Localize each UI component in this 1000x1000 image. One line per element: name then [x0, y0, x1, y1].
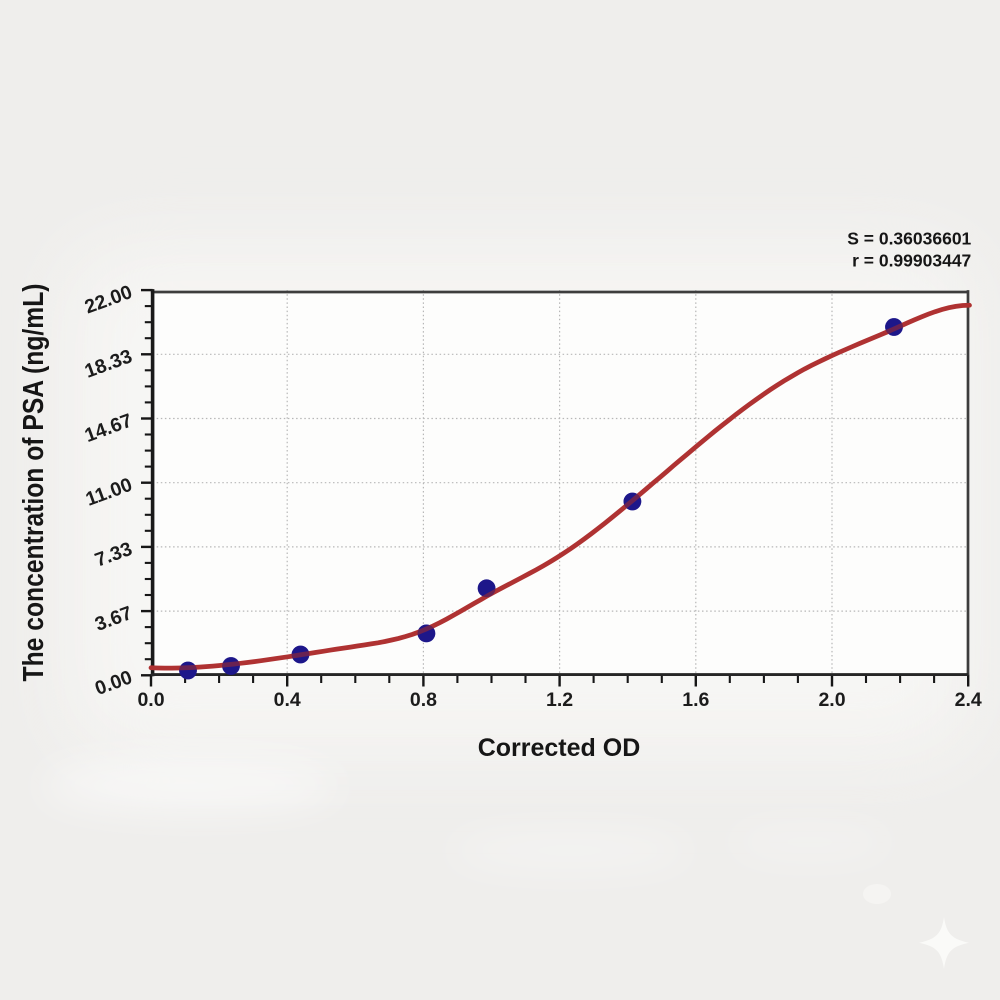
- svg-text:0.8: 0.8: [410, 689, 437, 711]
- svg-text:22.00: 22.00: [82, 281, 136, 318]
- svg-text:14.67: 14.67: [82, 410, 135, 447]
- svg-text:The concentration of PSA (ng/m: The concentration of PSA (ng/mL): [18, 283, 50, 681]
- svg-text:0.0: 0.0: [137, 689, 164, 711]
- svg-text:7.33: 7.33: [92, 538, 135, 572]
- svg-text:11.00: 11.00: [83, 474, 136, 511]
- svg-text:1.6: 1.6: [682, 689, 709, 711]
- svg-text:18.33: 18.33: [82, 345, 136, 382]
- svg-text:0.00: 0.00: [92, 666, 135, 700]
- svg-text:2.0: 2.0: [818, 689, 845, 711]
- svg-text:1.2: 1.2: [546, 689, 573, 711]
- svg-text:r = 0.99903447: r = 0.99903447: [852, 251, 971, 271]
- svg-text:3.67: 3.67: [92, 602, 135, 636]
- svg-text:Corrected OD: Corrected OD: [478, 734, 641, 762]
- svg-text:S = 0.36036601: S = 0.36036601: [847, 229, 971, 249]
- svg-text:2.4: 2.4: [955, 689, 982, 711]
- svg-text:0.4: 0.4: [274, 689, 301, 711]
